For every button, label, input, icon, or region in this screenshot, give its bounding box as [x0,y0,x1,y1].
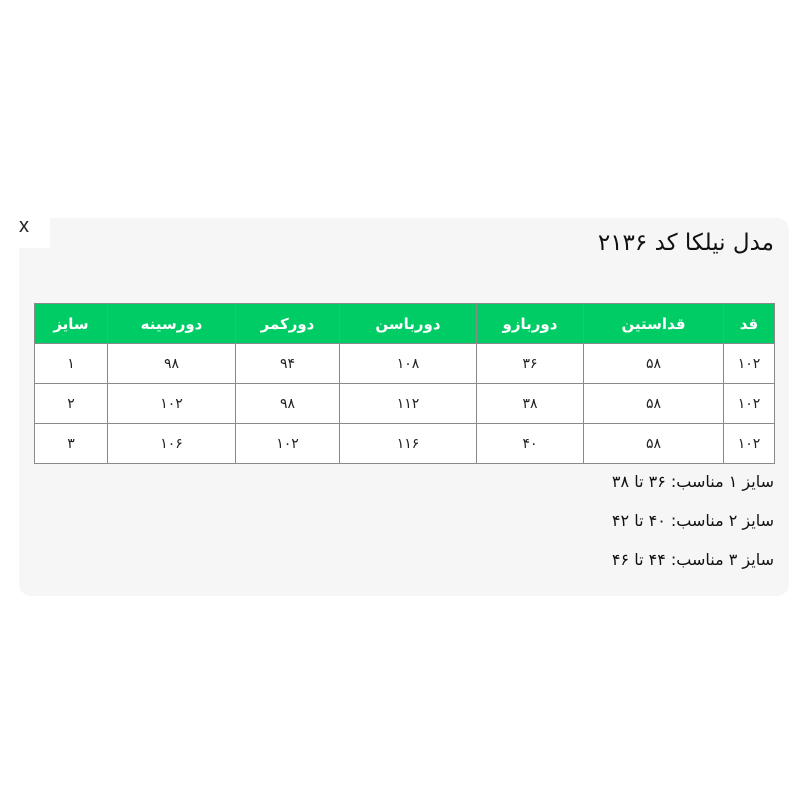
cell: ۱۰۲ [107,383,236,424]
size-note: سایز ۲ مناسب: ۴۰ تا ۴۲ [611,511,774,530]
cell: ۹۸ [107,343,236,384]
cell: ۱۰۲ [723,343,775,384]
table-header-row: قد قداستین دوربازو دورباسن دورکمر دورسین… [34,303,775,344]
cell: ۵۸ [583,423,724,464]
cell: ۱۰۲ [723,423,775,464]
size-notes: سایز ۱ مناسب: ۳۶ تا ۳۸ سایز ۲ مناسب: ۴۰ … [612,471,774,588]
header-waist: دورکمر [235,303,340,344]
cell: ۴۰ [476,423,584,464]
close-icon[interactable]: x [19,215,29,237]
cell: ۱ [34,343,108,384]
size-note: سایز ۱ مناسب: ۳۶ تا ۳۸ [611,472,774,491]
cell: ۳۶ [476,343,584,384]
cell: ۱۱۲ [339,383,477,424]
table-row: ۱۰۲ ۵۸ ۴۰ ۱۱۶ ۱۰۲ ۱۰۶ ۳ [34,423,775,464]
header-length: قداستین [583,303,724,344]
cell: ۱۰۶ [107,423,236,464]
cell: ۳۸ [476,383,584,424]
cell: ۱۰۲ [723,383,775,424]
cell: ۹۸ [235,383,340,424]
cell: ۱۰۸ [339,343,477,384]
size-table: قد قداستین دوربازو دورباسن دورکمر دورسین… [34,303,775,464]
table-row: ۱۰۲ ۵۸ ۳۶ ۱۰۸ ۹۴ ۹۸ ۱ [34,343,775,384]
cell: ۱۰۲ [235,423,340,464]
size-note: سایز ۳ مناسب: ۴۴ تا ۴۶ [611,550,774,569]
page-title: مدل نیلکا کد ۲۱۳۶ [597,230,774,256]
table-row: ۱۰۲ ۵۸ ۳۸ ۱۱۲ ۹۸ ۱۰۲ ۲ [34,383,775,424]
cell: ۵۸ [583,343,724,384]
cell: ۳ [34,423,108,464]
cell: ۱۱۶ [339,423,477,464]
header-arm: دوربازو [476,303,584,344]
cell: ۲ [34,383,108,424]
cell: ۹۴ [235,343,340,384]
cell: ۵۸ [583,383,724,424]
size-guide-panel: مدل نیلکا کد ۲۱۳۶ قد قداستین دوربازو دور… [19,218,789,596]
header-height: قد [723,303,775,344]
header-size: سایز [34,303,108,344]
header-hip: دورباسن [339,303,477,344]
header-chest: دورسینه [107,303,236,344]
close-button[interactable]: x [0,210,50,248]
